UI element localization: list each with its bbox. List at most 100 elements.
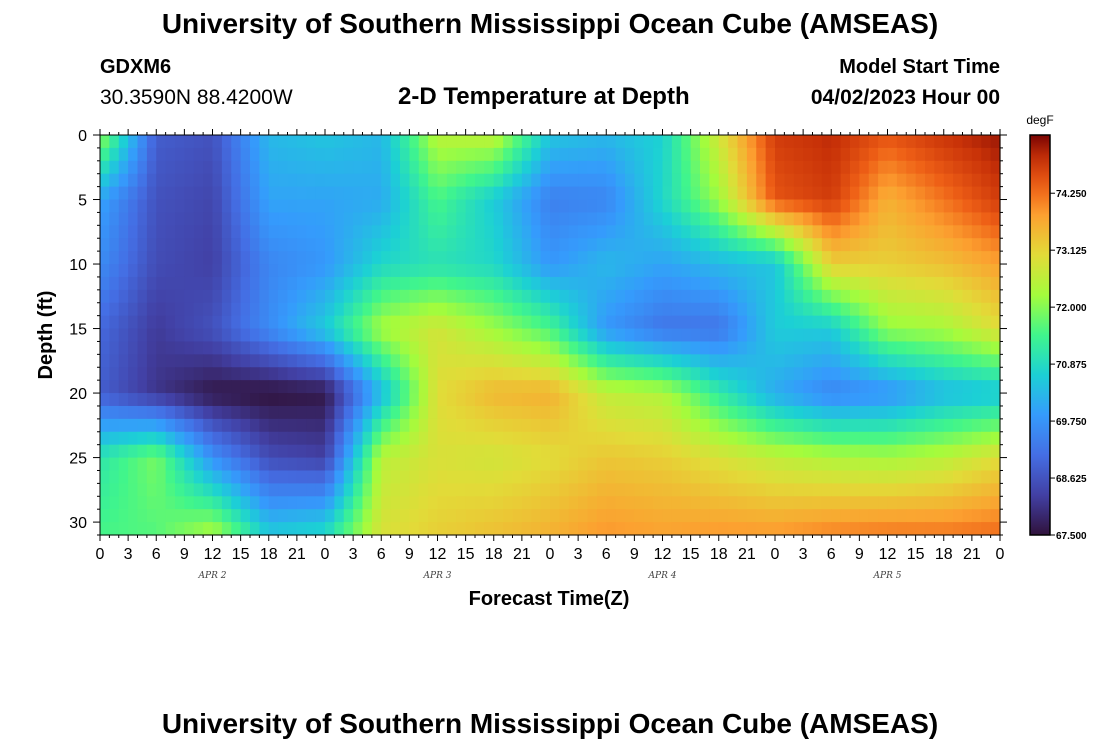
heatmap-cell: [156, 496, 167, 510]
heatmap-cell: [700, 367, 710, 381]
heatmap-cell: [821, 367, 832, 381]
heatmap-cell: [981, 212, 992, 226]
heatmap-cell: [475, 522, 485, 536]
heatmap-cell: [718, 315, 729, 330]
heatmap-cell: [325, 354, 335, 368]
heatmap-cell: [568, 367, 579, 381]
heatmap-cell: [587, 302, 598, 317]
heatmap-cell: [718, 341, 729, 355]
heatmap-cell: [953, 483, 964, 497]
heatmap-cell: [475, 276, 485, 291]
heatmap-cell: [315, 457, 326, 472]
heatmap-cell: [521, 470, 532, 484]
heatmap-cell: [915, 173, 926, 188]
heatmap-cell: [718, 405, 729, 420]
heatmap-cell: [278, 522, 289, 536]
heatmap-cell: [681, 470, 692, 484]
heatmap-cell: [756, 341, 767, 355]
heatmap-cell: [840, 496, 851, 510]
heatmap-cell: [953, 199, 964, 214]
heatmap-cell: [315, 212, 326, 226]
heatmap-cell: [671, 238, 682, 252]
heatmap-cell: [615, 199, 626, 214]
heatmap-cell: [259, 431, 270, 446]
heatmap-cell: [456, 509, 467, 523]
heatmap-cell: [859, 457, 870, 472]
heatmap-cell: [259, 225, 270, 239]
heatmap-cell: [737, 418, 748, 433]
heatmap-cell: [540, 341, 551, 355]
heatmap-cell: [596, 328, 607, 343]
heatmap-cell: [793, 147, 804, 162]
heatmap-cell: [512, 431, 523, 446]
heatmap-cell: [184, 147, 195, 162]
heatmap-cell: [775, 173, 785, 188]
heatmap-cell: [906, 367, 917, 381]
heatmap-cell: [221, 147, 232, 162]
heatmap-cell: [240, 393, 251, 407]
heatmap-cell: [821, 302, 832, 317]
heatmap-cell: [428, 147, 439, 162]
heatmap-cell: [456, 367, 467, 381]
heatmap-cell: [690, 238, 701, 252]
heatmap-cell: [728, 225, 739, 239]
heatmap-cell: [175, 276, 185, 291]
heatmap-cell: [521, 405, 532, 420]
heatmap-cell: [156, 444, 167, 459]
heatmap-cell: [418, 315, 429, 330]
heatmap-cell: [775, 509, 785, 523]
heatmap-cell: [625, 457, 635, 472]
heatmap-cell: [934, 509, 945, 523]
heatmap-cell: [240, 470, 251, 484]
heatmap-cell: [418, 457, 429, 472]
heatmap-cell: [925, 289, 935, 304]
heatmap-cell: [981, 264, 992, 278]
heatmap-cell: [887, 276, 898, 291]
heatmap-cell: [821, 483, 832, 497]
heatmap-cell: [868, 470, 879, 484]
heatmap-cell: [503, 418, 514, 433]
heatmap-cell: [606, 444, 617, 459]
heatmap-cell: [484, 225, 495, 239]
heatmap-cell: [446, 264, 457, 278]
heatmap-cell: [606, 328, 617, 343]
heatmap-cell: [793, 251, 804, 265]
heatmap-cell: [821, 160, 832, 175]
heatmap-cell: [128, 431, 139, 446]
heatmap-cell: [231, 418, 242, 433]
heatmap-cell: [343, 470, 354, 484]
heatmap-cell: [109, 212, 120, 226]
heatmap-cell: [718, 212, 729, 226]
heatmap-cell: [606, 302, 617, 317]
heatmap-cell: [671, 251, 682, 265]
heatmap-cell: [718, 470, 729, 484]
heatmap-cell: [540, 470, 551, 484]
heatmap-cell: [296, 483, 307, 497]
heatmap-cell: [306, 444, 317, 459]
heatmap-cell: [221, 225, 232, 239]
heatmap-cell: [184, 405, 195, 420]
heatmap-cell: [137, 393, 148, 407]
x-tick-label: 15: [682, 546, 700, 563]
heatmap-cell: [859, 147, 870, 162]
heatmap-cell: [550, 496, 560, 510]
heatmap-cell: [756, 328, 767, 343]
heatmap-cell: [484, 135, 495, 149]
x-tick-label: 15: [457, 546, 475, 563]
heatmap-cell: [775, 418, 785, 433]
heatmap-cell: [531, 522, 542, 536]
heatmap-cell: [831, 147, 842, 162]
heatmap-cell: [184, 483, 195, 497]
heatmap-cell: [306, 212, 317, 226]
heatmap-cell: [259, 238, 270, 252]
heatmap-cell: [718, 522, 729, 536]
heatmap-cell: [700, 380, 710, 394]
heatmap-cell: [765, 238, 776, 252]
heatmap-cell: [906, 264, 917, 278]
heatmap-cell: [128, 341, 139, 355]
heatmap-cell: [193, 367, 204, 381]
heatmap-cell: [615, 509, 626, 523]
heatmap-cell: [700, 341, 710, 355]
heatmap-cell: [943, 496, 954, 510]
heatmap-cell: [287, 147, 298, 162]
